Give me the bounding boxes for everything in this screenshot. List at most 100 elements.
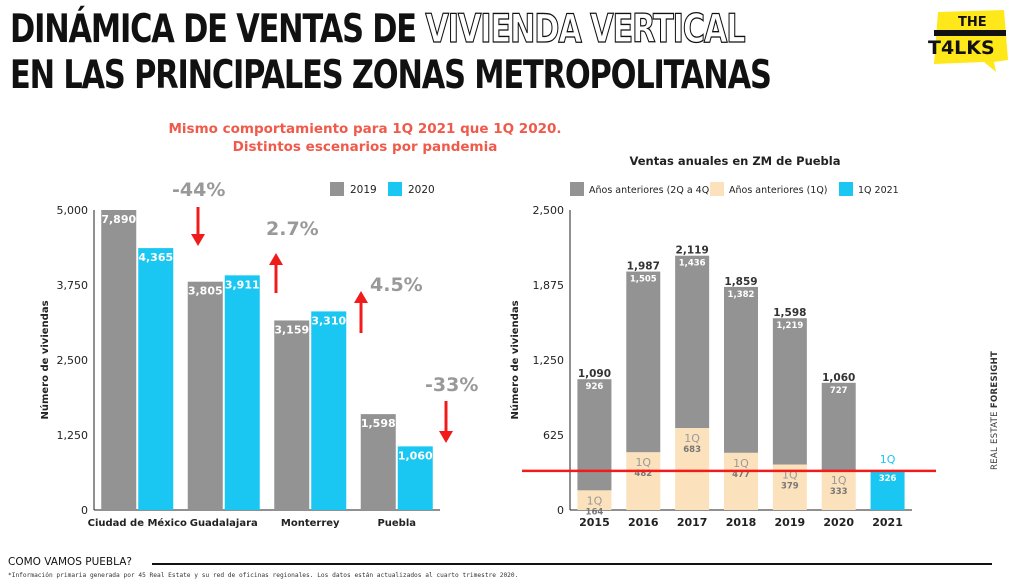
chart-2-segment-tag: 1Q	[880, 453, 896, 466]
chart-2-segment-tag: 1Q	[635, 456, 651, 469]
chart-1-bar	[360, 414, 396, 510]
chart-2-bar-segment-rest	[626, 271, 661, 453]
chart-2-category-label: 2020	[823, 516, 854, 529]
footer-divider	[152, 563, 992, 565]
chart-1-legend-label: 2019	[350, 184, 377, 196]
subtitle-line-2: Distintos escenarios por pandemia	[232, 139, 498, 155]
chart-2-legend-label: Años anteriores (2Q a 4Q)	[589, 185, 713, 196]
chart-1-bar-value-label: 3,911	[225, 278, 260, 291]
chart-2-title: Ventas anuales en ZM de Puebla	[629, 154, 841, 168]
chart-2-bar-segment-1q	[675, 428, 710, 510]
chart-1-bar	[138, 248, 174, 510]
chart-2-total-label: 1,987	[627, 261, 660, 273]
footer-note: *Información primaria generada por 45 Re…	[8, 572, 519, 579]
chart-2-category-label: 2018	[726, 516, 757, 529]
main-title-line-1: DINÁMICA DE VENTAS DE VIVIENDA VERTICAL	[10, 7, 746, 52]
logo-top-text: THE	[958, 15, 987, 30]
chart-2-segment-value-label: 477	[732, 470, 750, 480]
chart-2-y-tick-label: 1,250	[533, 354, 565, 367]
chart-1-y-tick-label: 3,750	[57, 279, 89, 292]
chart-1-y-axis-title: Número de viviendas	[39, 300, 51, 419]
chart-1-bar-value-label: 3,310	[311, 314, 346, 327]
title-part-1: DINÁMICA DE VENTAS DE	[10, 7, 417, 52]
chart-2-category-label: 2017	[677, 516, 708, 529]
chart-2-category-label: 2019	[775, 516, 806, 529]
footer-section-label: COMO VAMOS PUEBLA?	[8, 556, 132, 568]
chart-1-change-annotation: 2.7%	[266, 218, 319, 240]
chart-1-category-label: Puebla	[377, 518, 416, 529]
the-talks-logo: THE T4LKS	[928, 10, 1008, 72]
chart-2-y-tick-label: 2,500	[533, 204, 565, 217]
chart-2-legend-swatch	[839, 182, 853, 196]
chart-2-segment-value-label: 326	[879, 474, 897, 484]
chart-1-bar	[187, 281, 223, 510]
chart-2-bar-segment-1q	[821, 470, 856, 510]
chart-2-segment-value-label: 926	[586, 382, 604, 392]
chart-1-change-annotation: -33%	[425, 374, 478, 396]
side-brand: REAL ESTATE FORESIGHT	[990, 351, 1000, 470]
chart-2-legend-label: Años anteriores (1Q)	[729, 185, 828, 196]
chart-2-segment-value-label: 1,505	[630, 275, 657, 285]
chart-2-bar-segment-rest	[675, 255, 710, 429]
chart-2-segment-tag: 1Q	[733, 457, 749, 470]
chart-2-segment-value-label: 1,436	[679, 259, 706, 269]
chart-2-y-tick-label: 0	[557, 504, 564, 517]
chart-2-segment-value-label: 333	[830, 487, 848, 497]
chart-1-bar-value-label: 7,890	[101, 213, 136, 226]
chart-2-legend-label: 1Q 2021	[858, 185, 899, 196]
chart-1-change-arrow-head	[439, 431, 453, 443]
main-title-line-2: EN LAS PRINCIPALES ZONAS METROPOLITANAS	[10, 53, 772, 98]
chart-2-segment-value-label: 379	[781, 482, 799, 492]
chart-1-bar	[311, 311, 347, 510]
chart-2-y-tick-label: 1,875	[533, 279, 565, 292]
chart-1-bar	[274, 320, 310, 510]
chart-1-bar-value-label: 1,598	[361, 417, 396, 430]
chart-2-y-axis-title: Número de viviendas	[509, 300, 521, 419]
chart-2-bar-segment-1q	[577, 490, 612, 510]
chart-2-bar-segment-rest	[772, 318, 807, 465]
chart-1-category-label: Guadalajara	[190, 518, 258, 529]
brand-light: REAL ESTATE	[990, 411, 1000, 470]
chart-2-segment-value-label: 482	[634, 469, 652, 479]
chart-2-segment-value-label: 1,219	[776, 321, 803, 331]
chart-1-change-annotation: 4.5%	[370, 274, 423, 296]
chart-1-category-label: Monterrey	[281, 518, 340, 529]
chart-2-total-label: 1,859	[724, 276, 757, 288]
chart-1-legend-swatch	[388, 182, 402, 196]
logo-bar	[934, 30, 1006, 36]
chart-1-legend-label: 2020	[408, 184, 435, 196]
logo-main-text: T4LKS	[928, 37, 995, 59]
chart-2-legend-swatch	[570, 182, 584, 196]
chart-1-bar	[101, 210, 137, 510]
chart-1-change-arrow-head	[191, 234, 205, 246]
chart-1-bar	[397, 446, 433, 510]
chart-2-segment-value-label: 1,382	[728, 290, 755, 300]
chart-2-category-label: 2021	[872, 516, 903, 529]
chart-2-bar-segment-rest	[821, 382, 856, 471]
chart-2-bar-segment-1q	[724, 452, 758, 510]
chart-1-change-annotation: -44%	[172, 179, 225, 201]
chart-2-bar-1q-2021	[870, 470, 905, 510]
chart-1-y-tick-label: 1,250	[57, 429, 89, 442]
chart-2-segment-value-label: 164	[586, 507, 604, 517]
chart-2-segment-tag: 1Q	[684, 432, 700, 445]
chart-2-segment-value-label: 727	[830, 386, 848, 396]
chart-1-y-tick-label: 5,000	[57, 204, 89, 217]
chart-2-segment-value-label: 683	[683, 445, 701, 455]
chart-1-bar-value-label: 1,060	[398, 449, 433, 462]
chart-1-y-tick-label: 2,500	[57, 354, 89, 367]
logo-badge	[934, 10, 1008, 72]
title-outline-part: VIVIENDA VERTICAL	[425, 7, 746, 52]
chart-1-bar-value-label: 3,159	[274, 323, 309, 336]
chart-1-change-arrow-head	[269, 253, 283, 265]
chart-1-change-arrow-head	[354, 291, 368, 303]
chart-2-total-label: 1,598	[773, 307, 806, 319]
chart-1-legend-swatch	[330, 182, 344, 196]
chart-2-total-label: 2,119	[676, 245, 709, 257]
chart-2-bar-segment-rest	[577, 379, 612, 491]
chart-2-segment-tag: 1Q	[831, 474, 847, 487]
chart-2-total-label: 1,090	[578, 368, 611, 380]
chart-1-bar	[224, 275, 260, 510]
